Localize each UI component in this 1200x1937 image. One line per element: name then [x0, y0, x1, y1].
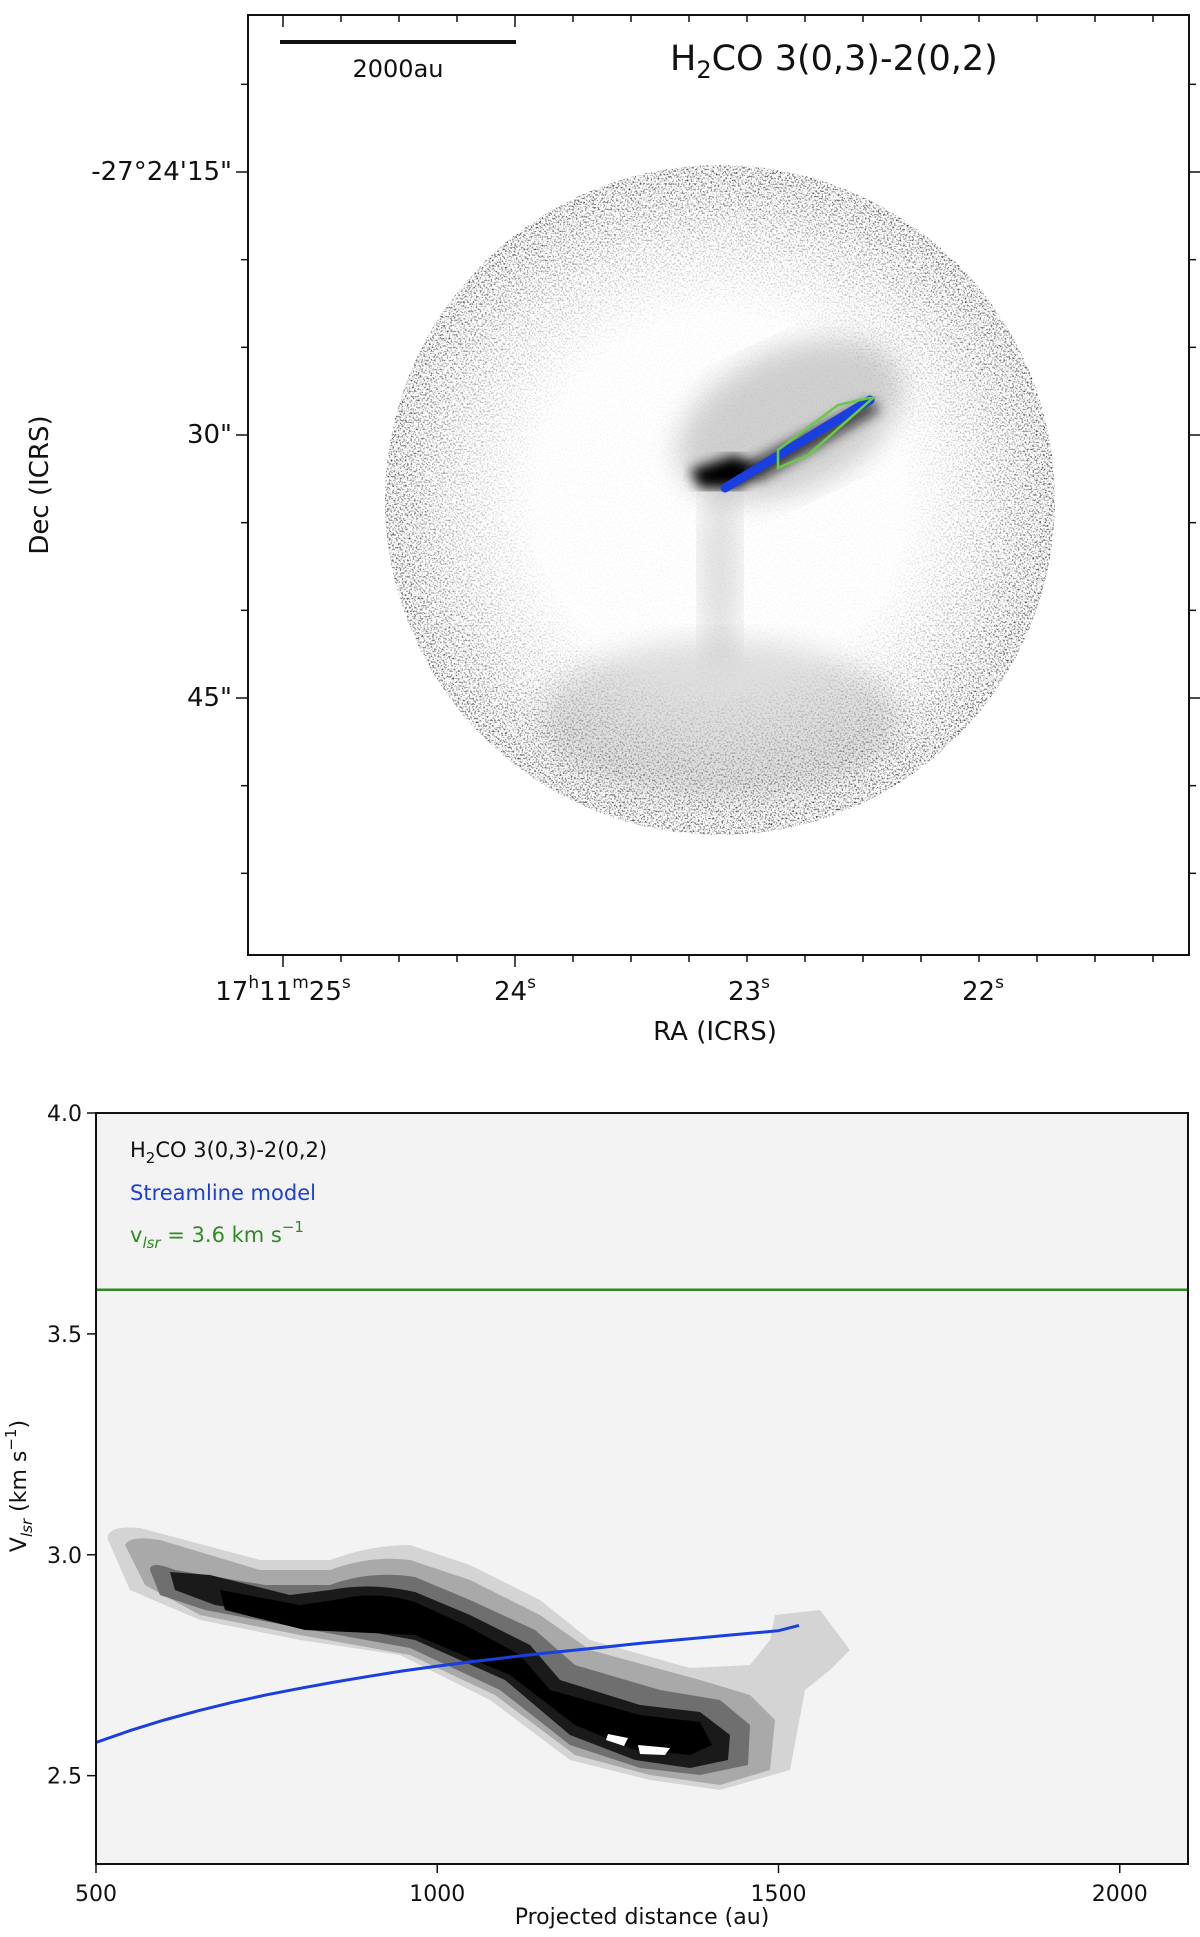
- pv-series-layer: [96, 1288, 1188, 1744]
- map-xtick-label: 22s: [962, 973, 1004, 1007]
- map-xtick-label: 17h11m25s: [215, 973, 351, 1007]
- map-vertical-emission: [700, 480, 740, 660]
- pv-contours: [107, 1527, 850, 1790]
- map-title: H2CO 3(0,3)-2(0,2): [670, 39, 998, 84]
- pv-legend-entry-vlsr: vlsr = 3.6 km s−1: [130, 1218, 304, 1252]
- pv-ytick-label: 4.0: [47, 1102, 82, 1127]
- pv-axis-ticks: 500 1000 1500 2000 2.5 3.0 3.5 4.0: [47, 1102, 1148, 1907]
- map-panel: 2000au H2CO 3(0,3)-2(0,2) -27°24'15" 30"…: [25, 14, 1200, 1047]
- pv-ytick-label: 3.0: [47, 1544, 82, 1569]
- map-ylabel: Dec (ICRS): [25, 415, 55, 554]
- map-frame: [247, 14, 1190, 956]
- map-xtick-label: 23s: [728, 973, 770, 1007]
- pv-frame: [95, 1112, 1189, 1865]
- streamline-model-line: [96, 1623, 800, 1744]
- map-scalebar-label: 2000au: [353, 55, 444, 83]
- pv-ylabel: Vlsr (km s−1): [2, 1420, 36, 1552]
- pv-contour-5: [220, 1590, 712, 1755]
- map-image: [385, 165, 1055, 835]
- pv-xtick-label: 1500: [751, 1882, 807, 1907]
- map-ytick-label: 45": [187, 683, 232, 713]
- pv-xtick-label: 500: [75, 1882, 117, 1907]
- pv-panel: 500 1000 1500 2000 2.5 3.0 3.5 4.0 H2CO 3(0,3)-…: [2, 1102, 1189, 1930]
- pv-legend-entry-model: Streamline model: [130, 1181, 316, 1205]
- map-xlabel: RA (ICRS): [653, 1017, 777, 1047]
- pv-legend-entry-data: H2CO 3(0,3)-2(0,2): [130, 1138, 327, 1167]
- pv-xtick-label: 2000: [1092, 1882, 1148, 1907]
- map-streamline-path: [720, 395, 875, 493]
- pv-xtick-label: 1000: [409, 1882, 465, 1907]
- pv-ytick-label: 3.5: [47, 1323, 82, 1348]
- pv-xlabel: Projected distance (au): [515, 1905, 770, 1930]
- map-extraction-polygon: [776, 396, 877, 470]
- pv-ytick-label: 2.5: [47, 1765, 82, 1790]
- map-ytick-label: 30": [187, 420, 232, 450]
- pv-legend: H2CO 3(0,3)-2(0,2) Streamline model vlsr…: [130, 1138, 327, 1252]
- map-axis-ticks: [236, 15, 1200, 967]
- pv-contour-hole: [638, 1745, 670, 1755]
- map-ytick-label: -27°24'15": [91, 157, 232, 187]
- map-lower-emission: [540, 640, 900, 800]
- pv-contour-hole: [606, 1734, 628, 1746]
- map-xtick-label: 24s: [494, 973, 536, 1007]
